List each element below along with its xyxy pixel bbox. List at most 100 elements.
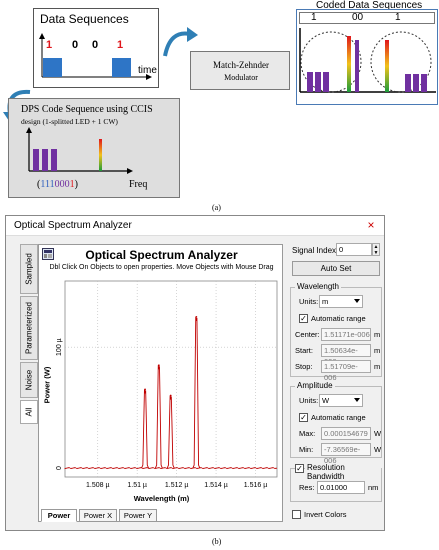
- bit-label-2: 0: [72, 39, 79, 51]
- coded-spectrum-figure: [299, 28, 436, 93]
- y-tick-label: 0: [56, 466, 63, 470]
- spectrum-baseline: [64, 467, 278, 470]
- tab-sampled-label: Sampled: [24, 253, 34, 285]
- x-tick-label: 1.508 µ: [86, 482, 110, 489]
- min-field[interactable]: -7.36569e-006: [321, 443, 371, 465]
- tab-all-label: All: [24, 407, 34, 417]
- coded-bits-strip: [299, 12, 435, 24]
- peak-marker-1: [144, 388, 146, 391]
- tab-parameterized[interactable]: Parameterized: [20, 296, 38, 360]
- wavelength-units-value: m: [322, 297, 329, 306]
- signal-index-input[interactable]: 0: [336, 243, 372, 256]
- start-label: Start:: [295, 346, 313, 355]
- code-purple-bits: 000: [54, 179, 70, 190]
- x-tick-label: 1.512 µ: [165, 482, 189, 489]
- tab-noise[interactable]: Noise: [20, 362, 38, 398]
- pulse-train-figure: [39, 33, 152, 80]
- bit-label-3: 0: [92, 39, 99, 51]
- amplitude-units-value: W: [322, 396, 330, 405]
- max-field[interactable]: 0.000154679: [321, 427, 371, 440]
- dps-code-box: DPS Code Sequence using CCIS design (1-s…: [8, 98, 180, 198]
- dps-subtitle: design (1-splitted LED + 1 CW): [21, 117, 118, 126]
- center-unit: m: [374, 330, 381, 339]
- code-open-paren: (: [37, 179, 41, 190]
- stop-field[interactable]: 1.51709e-006: [321, 360, 371, 382]
- invert-colors-checkbox[interactable]: [292, 510, 301, 519]
- bit-label-4: 1: [117, 39, 124, 51]
- res-unit: nm: [368, 483, 379, 492]
- center-label: Center:: [295, 330, 320, 339]
- res-field[interactable]: 0.01000: [317, 481, 365, 494]
- resolution-checkbox[interactable]: ✓: [295, 464, 304, 473]
- res-label: Res:: [299, 483, 315, 492]
- osa-window: Optical Spectrum Analyzer × Sampled Para…: [5, 215, 385, 531]
- tab-noise-label: Noise: [24, 369, 34, 391]
- peak-marker-2: [157, 364, 160, 367]
- stop-label: Stop:: [295, 362, 313, 371]
- resolution-title: Resolution Bandwidth: [305, 463, 381, 481]
- data-sequences-title: Data Sequences: [40, 12, 129, 26]
- auto-set-button[interactable]: Auto Set: [292, 261, 380, 276]
- dps-title: DPS Code Sequence using CCIS: [21, 104, 153, 115]
- mz-label-line1: Match-Zehnder: [213, 60, 269, 70]
- wavelength-units-label: Units:: [299, 297, 319, 306]
- peak-marker-3: [169, 394, 172, 397]
- x-tick-label: 1.51 µ: [127, 482, 147, 489]
- curved-arrow-icon: [163, 27, 198, 57]
- tab-power-y[interactable]: Power Y: [119, 509, 157, 522]
- tab-power[interactable]: Power: [41, 509, 77, 522]
- signal-index-label: Signal Index:: [292, 246, 339, 255]
- caption-b: (b): [212, 537, 222, 546]
- wavelength-auto-label: Automatic range: [311, 314, 366, 323]
- min-unit: W: [374, 445, 382, 454]
- resolution-group: ✓ Resolution Bandwidth Res: 0.01000 nm: [290, 463, 382, 502]
- chevron-down-icon: [354, 398, 360, 402]
- x-tick-label: 1.516 µ: [244, 482, 268, 489]
- coded-bit-3: 1: [395, 12, 401, 23]
- window-titlebar: Optical Spectrum Analyzer ×: [6, 216, 384, 236]
- amplitude-group: Amplitude Units: W ✓ Automatic range Max…: [290, 381, 382, 465]
- min-label: Min:: [299, 445, 314, 454]
- spectrum-peak-2: [154, 365, 163, 469]
- max-label: Max:: [299, 429, 316, 438]
- coded-data-box: 1 00 1: [296, 9, 438, 105]
- center-field[interactable]: 1.51171e-006: [321, 328, 371, 341]
- wavelength-group: Wavelength Units: m ✓ Automatic range Ce…: [290, 282, 382, 382]
- max-unit: W: [374, 429, 382, 438]
- freq-label: Freq: [129, 179, 148, 190]
- graph-settings-icon[interactable]: [42, 248, 54, 260]
- mach-zehnder-box: Match-Zehnder Modulator: [190, 51, 290, 90]
- amplitude-title: Amplitude: [295, 381, 335, 390]
- spectrum-plot[interactable]: 1.508 µ 1.51 µ 1.512 µ 1.514 µ 1.516 µ 0 100 µ: [39, 245, 284, 523]
- y-tick-label: 100 µ: [56, 338, 63, 356]
- graph-title: Optical Spectrum Analyzer: [85, 248, 238, 262]
- wavelength-units-select[interactable]: m: [319, 295, 363, 308]
- spectrum-peak-3: [166, 395, 175, 469]
- spectrum-peak-4: [192, 316, 201, 469]
- amplitude-units-select[interactable]: W: [319, 394, 363, 407]
- start-unit: m: [374, 346, 381, 355]
- close-icon[interactable]: ×: [367, 218, 375, 232]
- signal-index-spinner[interactable]: ▲ ▼: [372, 243, 380, 256]
- coded-data-title: Coded Data Sequences: [316, 0, 423, 11]
- amplitude-units-label: Units:: [299, 396, 319, 405]
- mz-label-line2: Modulator: [224, 73, 258, 82]
- tab-parameterized-label: Parameterized: [24, 301, 34, 355]
- start-field[interactable]: 1.50634e-006: [321, 344, 371, 366]
- x-axis-label: Wavelength (m): [133, 494, 190, 503]
- graph-panel[interactable]: Optical Spectrum Analyzer Dbl Click On O…: [38, 244, 283, 522]
- amplitude-auto-label: Automatic range: [311, 413, 366, 422]
- invert-colors-label: Invert Colors: [304, 510, 347, 519]
- peak-marker-4: [195, 316, 198, 318]
- bit-pulse-1: [43, 58, 62, 77]
- amplitude-auto-checkbox[interactable]: ✓: [299, 413, 308, 422]
- plot-frame: [64, 280, 278, 478]
- controls-panel: Signal Index: 0 ▲ ▼ Auto Set Wavelength U…: [288, 240, 384, 530]
- bit-label-1: 1: [46, 39, 53, 51]
- tab-power-x[interactable]: Power X: [79, 509, 117, 522]
- tab-all[interactable]: All: [20, 400, 38, 424]
- wavelength-auto-checkbox[interactable]: ✓: [299, 314, 308, 323]
- data-sequences-box: Data Sequences 1 0 0 1 time: [33, 8, 159, 88]
- tab-sampled[interactable]: Sampled: [20, 244, 38, 294]
- window-title: Optical Spectrum Analyzer: [14, 220, 132, 231]
